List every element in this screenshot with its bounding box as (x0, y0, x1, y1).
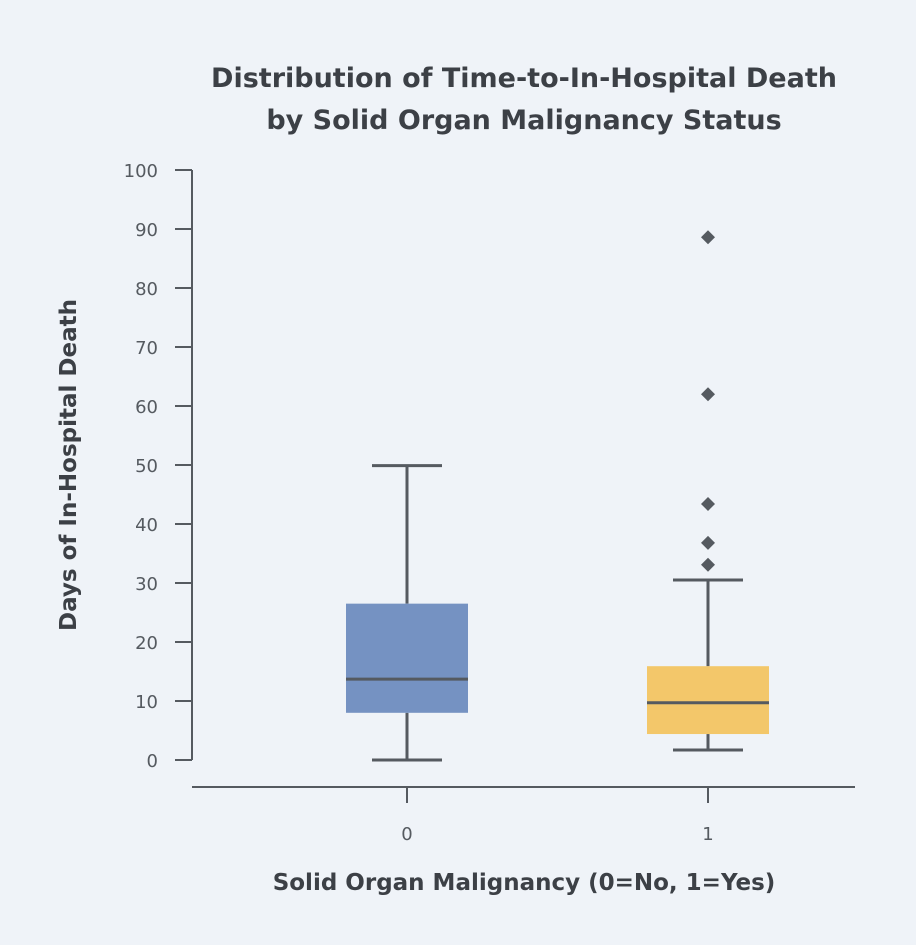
y-axis-label: Days of In-Hospital Death (56, 299, 82, 631)
y-tick-label: 50 (135, 456, 158, 477)
box-group-0 (346, 464, 468, 762)
box-group-1 (647, 230, 769, 752)
y-tick-label: 30 (135, 574, 158, 595)
outlier-point (701, 535, 715, 550)
x-axis-label: Solid Organ Malignancy (0=No, 1=Yes) (273, 870, 776, 896)
y-tick-label: 0 (147, 751, 158, 772)
y-tick-label: 80 (135, 279, 158, 300)
outlier-point (701, 496, 715, 511)
y-tick-label: 70 (135, 338, 158, 359)
y-tick-label: 40 (135, 515, 158, 536)
y-tick-label: 100 (124, 161, 158, 182)
y-tick-label: 10 (135, 692, 158, 713)
y-tick-label: 60 (135, 397, 158, 418)
x-tick-label: 1 (702, 824, 713, 845)
chart-title-line-2: by Solid Organ Malignancy Status (266, 105, 781, 136)
iqr-box (346, 603, 468, 713)
chart-title-line-1: Distribution of Time-to-In-Hospital Deat… (211, 63, 837, 94)
outlier-point (701, 230, 715, 245)
outlier-point (701, 557, 715, 572)
outlier-point (701, 387, 715, 402)
x-tick-label: 0 (401, 824, 412, 845)
y-tick-label: 20 (135, 633, 158, 654)
y-tick-label: 90 (135, 220, 158, 241)
iqr-box (647, 666, 769, 735)
